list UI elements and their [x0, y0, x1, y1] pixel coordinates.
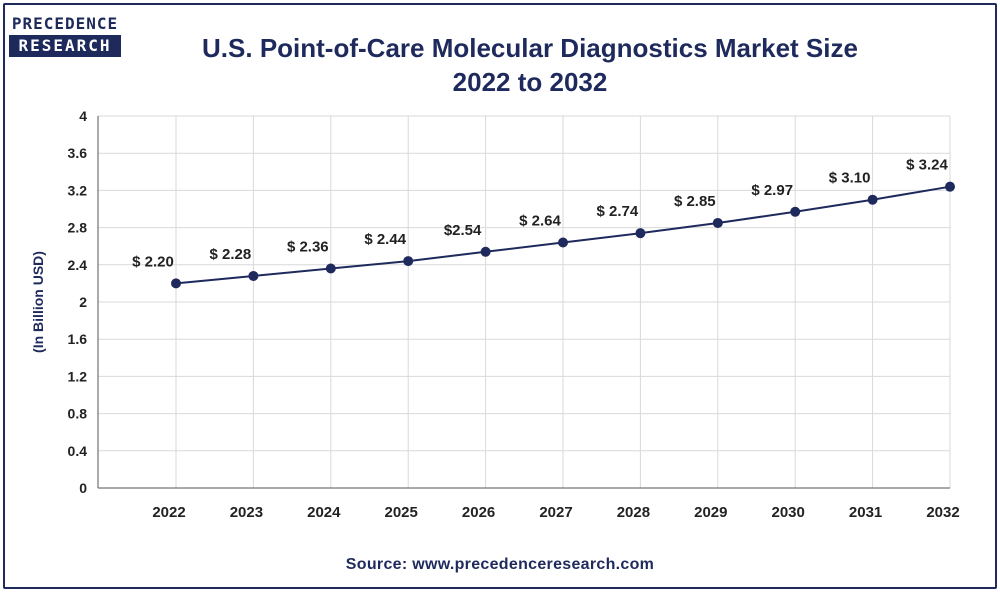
y-tick-label: 0.8	[68, 406, 88, 422]
data-label: $ 2.44	[364, 231, 406, 248]
x-tick-label: 2025	[385, 504, 418, 521]
data-point	[790, 206, 801, 217]
x-tick-label: 2024	[307, 504, 341, 521]
data-label: $ 2.85	[674, 193, 716, 210]
y-tick-label: 2	[79, 294, 87, 310]
y-tick-label: 2.4	[68, 257, 88, 273]
data-point	[558, 237, 568, 248]
y-tick-label: 3.6	[68, 145, 88, 161]
data-point	[712, 217, 723, 228]
y-tick-label: 0.4	[68, 443, 88, 459]
data-point	[867, 194, 878, 205]
x-tick-label: 2027	[539, 504, 572, 521]
x-tick-label: 2022	[152, 504, 185, 521]
data-label: $ 2.20	[132, 253, 174, 270]
y-tick-label: 4	[79, 108, 87, 124]
data-point	[325, 263, 336, 274]
brand-logo: PRECEDENCE RESEARCH	[9, 14, 121, 57]
data-label: $ 2.36	[287, 239, 329, 256]
chart-frame	[3, 3, 997, 589]
data-label: $ 2.28	[210, 246, 252, 263]
y-tick-label: 3.2	[68, 182, 88, 198]
chart-title-line-1: U.S. Point-of-Care Molecular Diagnostics…	[202, 33, 858, 63]
source-note: Source: www.precedenceresearch.com	[345, 556, 655, 573]
data-label: $2.54	[444, 222, 482, 239]
x-tick-label: 2030	[772, 504, 805, 521]
data-point	[248, 270, 259, 281]
data-label: $ 2.97	[751, 182, 793, 199]
data-label: $ 3.24	[906, 157, 948, 174]
y-tick-label: 1.2	[68, 368, 88, 384]
data-label: $ 2.74	[597, 203, 639, 220]
x-tick-label: 2032	[926, 504, 959, 521]
y-axis-title: (In Billion USD)	[30, 251, 46, 353]
logo-line-2: RESEARCH	[9, 35, 121, 57]
y-tick-label: 2.8	[68, 220, 88, 236]
data-label: $ 2.64	[519, 212, 561, 229]
x-tick-label: 2026	[462, 504, 495, 521]
y-tick-label: 0	[79, 480, 87, 496]
data-points	[171, 181, 955, 289]
data-labels: $ 2.20 $ 2.28 $ 2.36 $ 2.44 $2.54 $ 2.64 $ 2.7…	[132, 157, 948, 271]
y-tick-label: 1.6	[68, 331, 88, 347]
data-point	[635, 228, 646, 239]
x-tick-label: 2029	[694, 504, 727, 521]
x-tick-label: 2028	[617, 504, 650, 521]
data-label: $ 3.10	[829, 170, 871, 187]
data-point	[171, 278, 181, 289]
grid-lines	[98, 115, 951, 488]
logo-line-1: PRECEDENCE	[11, 14, 119, 33]
data-point	[403, 256, 414, 267]
x-tick-label: 2031	[849, 504, 882, 521]
x-tick-label: 2023	[230, 504, 263, 521]
data-point	[480, 246, 491, 257]
chart-title-line-2: 2022 to 2032	[452, 67, 608, 97]
axes: 0 0.4 0.8 1.2 1.6 2 2.4 2.8 3.2 3.6 4 2022 2023 2024 2…	[30, 108, 960, 521]
data-point	[945, 181, 955, 192]
